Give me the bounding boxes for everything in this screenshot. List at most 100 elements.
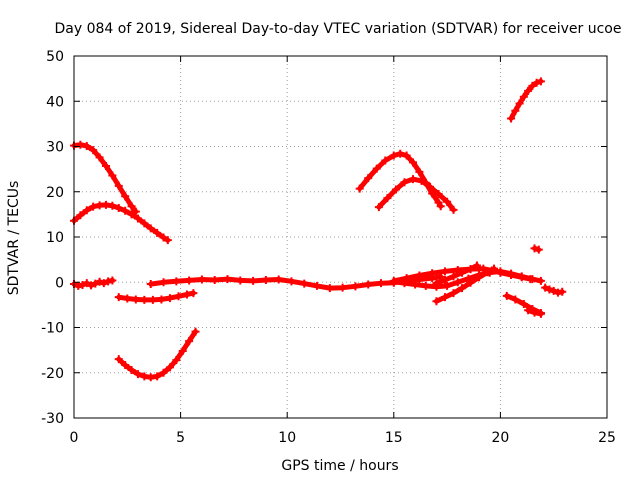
data-point [157, 295, 166, 304]
series-line [71, 202, 171, 243]
data-point [114, 355, 123, 364]
data-point [402, 274, 411, 283]
data-point [249, 276, 258, 285]
data-point [355, 184, 364, 193]
data-point [325, 284, 334, 293]
data-point [479, 264, 488, 273]
data-point [189, 289, 198, 298]
data-point [383, 194, 392, 203]
data-point [472, 261, 481, 270]
data-point [287, 277, 296, 286]
data-point [517, 273, 526, 282]
data-point [114, 204, 123, 213]
data-point [534, 245, 543, 254]
data-point [153, 228, 162, 237]
data-point [108, 201, 117, 210]
x-tick-label: 0 [70, 430, 79, 446]
data-point [197, 275, 206, 284]
data-point [483, 268, 492, 277]
data-point [159, 368, 168, 377]
data-point [396, 149, 405, 158]
data-point [415, 271, 424, 280]
grid-lines [74, 56, 607, 418]
data-point [443, 197, 452, 206]
data-point [131, 295, 140, 304]
data-point [146, 224, 155, 233]
data-point [121, 192, 130, 201]
data-point [458, 284, 467, 293]
series-arc-16 [524, 306, 545, 318]
y-tick-label: 40 [46, 94, 64, 110]
data-point [389, 276, 398, 285]
data-point [558, 287, 567, 296]
data-point [466, 278, 475, 287]
data-point [172, 356, 181, 365]
data-point [526, 275, 535, 284]
data-point [121, 361, 130, 370]
series-arc-3 [70, 276, 117, 290]
x-tick-label: 15 [385, 430, 403, 446]
data-point [377, 279, 386, 288]
data-point [159, 278, 168, 287]
series-line [116, 290, 196, 303]
data-point [443, 281, 452, 290]
data-point [82, 279, 91, 288]
data-point [364, 280, 373, 289]
data-point [421, 281, 430, 290]
data-point [458, 268, 467, 277]
data-point [549, 286, 558, 295]
data-point [114, 293, 123, 302]
data-point [411, 280, 420, 289]
data-point [163, 236, 172, 245]
data-point [78, 280, 87, 289]
data-point [475, 273, 484, 282]
data-point [182, 290, 191, 299]
data-point [89, 202, 98, 211]
data-point [76, 140, 85, 149]
data-point [528, 81, 537, 90]
data-point [402, 151, 411, 160]
x-tick-label: 5 [176, 430, 185, 446]
y-axis: -30 -20 -10 0 10 20 30 40 50 [41, 49, 607, 427]
data-point [165, 363, 174, 372]
data-point [545, 285, 554, 294]
series-arc-2 [70, 200, 172, 245]
series-line [357, 151, 444, 209]
series-arc-13 [507, 77, 545, 123]
data-point [148, 295, 157, 304]
data-point [140, 295, 149, 304]
y-axis-label: SDTVAR / TECUs [6, 181, 22, 296]
y-tick-label: -30 [41, 411, 64, 427]
y-tick-label: 50 [46, 49, 64, 65]
x-tick-label: 20 [491, 430, 509, 446]
data-point [140, 219, 149, 228]
data-point [174, 292, 183, 301]
data-point [223, 275, 232, 284]
series-line [376, 176, 456, 213]
data-point [432, 279, 441, 288]
data-point [127, 210, 136, 219]
data-point [364, 174, 373, 183]
data-point [274, 275, 283, 284]
data-point [185, 337, 194, 346]
data-point [108, 276, 117, 285]
series-arc-1 [70, 140, 140, 216]
data-point [408, 158, 417, 167]
data-point [381, 156, 390, 165]
data-point [236, 276, 245, 285]
data-point [101, 161, 110, 170]
data-point [524, 306, 533, 315]
y-tick-label: -20 [41, 366, 64, 382]
data-point [95, 277, 104, 286]
data-point [391, 185, 400, 194]
data-point [165, 294, 174, 303]
data-point [536, 309, 545, 318]
data-point [466, 265, 475, 274]
x-axis: 0 5 10 15 20 25 [70, 56, 616, 446]
data-point [511, 106, 520, 115]
series-arc-14 [530, 244, 543, 254]
data-point [440, 293, 449, 302]
data-point [372, 164, 381, 173]
data-point [123, 294, 132, 303]
